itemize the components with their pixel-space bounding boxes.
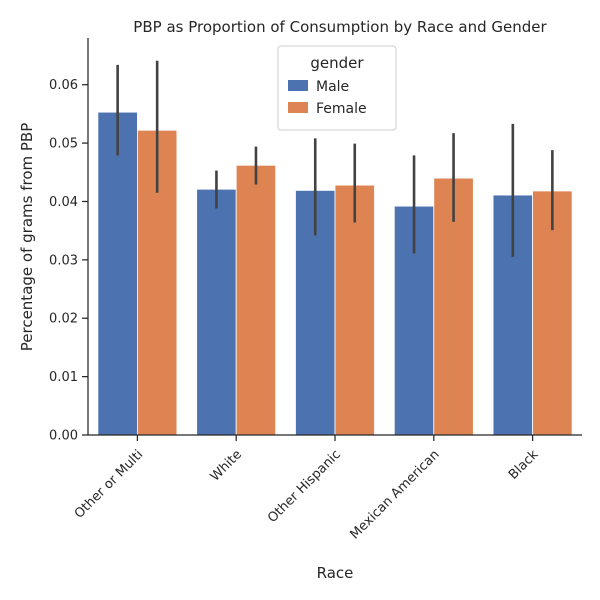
y-tick-label: 0.03 [49, 253, 78, 268]
bar-male-1 [196, 188, 237, 436]
y-tick-label: 0.05 [49, 137, 78, 152]
errorbars-group [116, 60, 554, 257]
x-tick-label: Other or Multi [72, 447, 146, 521]
x-tick-label: Other Hispanic [265, 447, 344, 526]
bar-female-4 [532, 190, 573, 436]
legend-title: gender [310, 54, 364, 72]
legend: gender Male Female [277, 45, 397, 131]
legend-label-female: Female [316, 101, 367, 117]
bar-male-0 [97, 111, 138, 436]
x-tick-label: Mexican American [347, 447, 442, 542]
bars-group [97, 111, 573, 436]
chart-title: PBP as Proportion of Consumption by Race… [133, 18, 547, 36]
x-ticks-group: Other or Multi White Other Hispanic Mexican… [72, 435, 542, 542]
legend-label-male: Male [316, 79, 349, 95]
x-tick-label: Black [506, 447, 542, 483]
y-tick-label: 0.00 [49, 429, 78, 444]
legend-swatch-female [288, 102, 308, 113]
bar-female-2 [334, 184, 375, 436]
x-tick-label: White [208, 447, 245, 484]
y-tick-label: 0.01 [49, 370, 78, 385]
y-ticks-group: 0.00 0.01 0.02 0.03 0.04 0.05 0.06 [49, 78, 88, 444]
y-tick-label: 0.04 [49, 195, 78, 210]
y-tick-label: 0.02 [49, 312, 78, 327]
bar-female-1 [235, 164, 277, 436]
y-tick-label: 0.06 [49, 78, 78, 93]
y-axis-label: Percentage of grams from PBP [18, 123, 36, 352]
legend-swatch-male [288, 80, 308, 91]
x-axis-label: Race [317, 564, 354, 582]
